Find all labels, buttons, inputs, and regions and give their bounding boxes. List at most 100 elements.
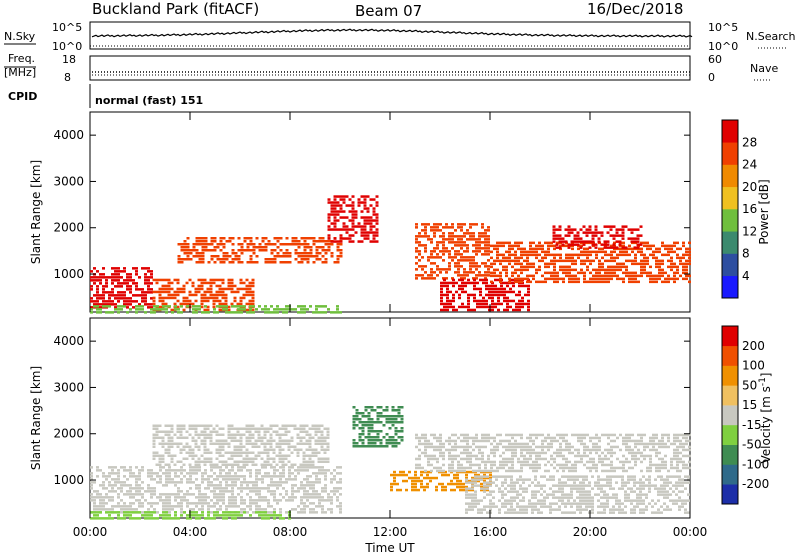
echo-cell xyxy=(237,434,240,437)
echo-cell xyxy=(186,478,189,481)
echo-cell xyxy=(415,238,418,241)
echo-cell xyxy=(655,437,658,440)
echo-cell xyxy=(267,487,270,490)
echo-cell xyxy=(180,431,183,434)
echo-cell xyxy=(510,487,513,490)
echo-cell xyxy=(183,499,186,502)
echo-cell xyxy=(258,428,261,431)
echo-cell xyxy=(228,458,231,461)
echo-cell xyxy=(267,455,270,458)
echo-cell xyxy=(630,487,633,490)
echo-cell xyxy=(506,303,509,306)
echo-cell xyxy=(451,256,454,259)
echo-cell xyxy=(312,425,315,428)
echo-cell xyxy=(510,499,513,502)
echo-cell xyxy=(196,237,199,240)
echo-cell xyxy=(525,490,528,493)
echo-cell xyxy=(607,260,610,263)
echo-cell xyxy=(396,474,399,477)
echo-cell xyxy=(421,467,424,470)
echo-cell xyxy=(556,434,559,437)
echo-cell xyxy=(285,511,288,513)
echo-cell xyxy=(414,483,417,486)
echo-cell xyxy=(222,478,225,481)
echo-cell xyxy=(328,198,331,201)
echo-cell xyxy=(398,430,401,433)
echo-cell xyxy=(303,431,306,434)
echo-cell xyxy=(309,437,312,440)
echo-cell xyxy=(307,243,310,246)
echo-cell xyxy=(622,464,625,467)
echo-cell xyxy=(478,458,481,461)
echo-cell xyxy=(285,490,288,493)
echo-cell xyxy=(291,425,294,428)
echo-cell xyxy=(497,291,500,294)
echo-cell xyxy=(343,195,346,198)
echo-cell xyxy=(144,273,147,276)
echo-cell xyxy=(631,281,634,284)
echo-cell xyxy=(652,434,655,437)
echo-cell xyxy=(667,260,670,263)
echo-cell xyxy=(415,437,418,440)
echo-cell xyxy=(111,288,114,291)
echo-cell xyxy=(258,440,261,443)
echo-cell xyxy=(370,222,373,225)
echo-cell xyxy=(398,406,401,409)
echo-cell xyxy=(237,449,240,452)
echo-cell xyxy=(493,470,496,473)
echo-cell xyxy=(231,466,234,469)
echo-cell xyxy=(679,461,682,464)
echo-cell xyxy=(279,508,282,511)
echo-cell xyxy=(117,291,120,294)
echo-cell xyxy=(526,269,529,272)
echo-cell xyxy=(204,305,207,308)
echo-cell xyxy=(198,291,201,294)
echo-cell xyxy=(579,496,582,499)
echo-cell xyxy=(339,472,342,475)
echo-cell xyxy=(522,511,525,514)
echo-cell xyxy=(507,511,510,514)
echo-cell xyxy=(493,248,496,251)
echo-cell xyxy=(612,475,615,478)
echo-cell xyxy=(565,464,568,467)
echo-cell xyxy=(219,505,222,508)
echo-cell xyxy=(507,502,510,505)
echo-cell xyxy=(279,511,282,513)
echo-cell xyxy=(198,496,201,499)
echo-cell xyxy=(603,505,606,508)
echo-cell xyxy=(568,467,571,470)
echo-cell xyxy=(309,428,312,431)
echo-cell xyxy=(355,225,358,228)
echo-cell xyxy=(592,281,595,284)
echo-cell xyxy=(264,446,267,449)
echo-cell xyxy=(619,240,622,243)
echo-cell xyxy=(222,443,225,446)
echo-cell xyxy=(553,237,556,240)
echo-cell xyxy=(474,499,477,502)
echo-cell xyxy=(559,237,562,240)
echo-cell xyxy=(451,461,454,464)
echo-cell xyxy=(664,281,667,284)
echo-cell xyxy=(241,246,244,249)
echo-cell xyxy=(105,279,108,282)
echo-cell xyxy=(637,458,640,461)
echo-cell xyxy=(463,437,466,440)
echo-cell xyxy=(291,466,294,469)
echo-cell xyxy=(120,308,123,311)
echo-cell xyxy=(247,261,250,264)
echo-cell xyxy=(604,464,607,467)
echo-cell xyxy=(141,496,144,499)
echo-cell xyxy=(225,478,228,481)
echo-cell xyxy=(505,458,508,461)
echo-cell xyxy=(225,490,228,493)
echo-cell xyxy=(171,440,174,443)
echo-cell xyxy=(523,461,526,464)
echo-cell xyxy=(667,254,670,257)
echo-cell xyxy=(192,472,195,475)
echo-cell xyxy=(508,254,511,257)
echo-cell xyxy=(249,285,252,288)
echo-cell xyxy=(627,478,630,481)
echo-cell xyxy=(300,440,303,443)
echo-cell xyxy=(339,511,342,513)
echo-cell xyxy=(529,251,532,254)
